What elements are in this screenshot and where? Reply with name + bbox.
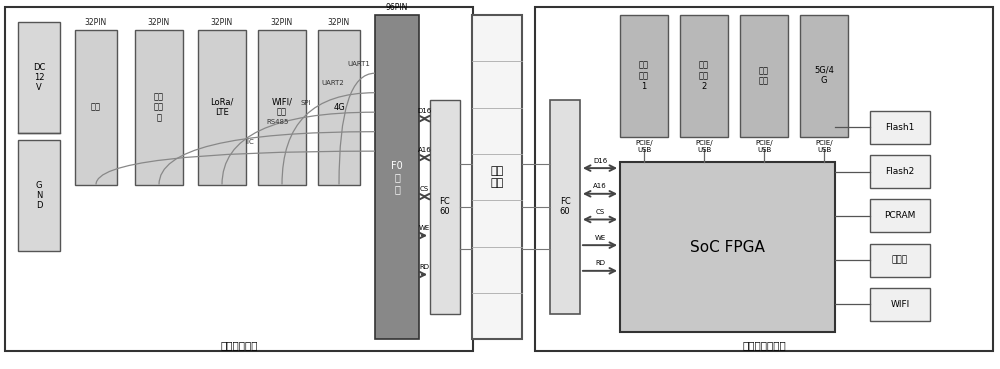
Bar <box>535 7 993 351</box>
Text: WIFI/
蓝牙: WIFI/ 蓝牙 <box>272 97 292 117</box>
Bar <box>740 15 788 137</box>
Text: 5G/4
G: 5G/4 G <box>814 66 834 85</box>
Bar <box>800 15 848 137</box>
Text: PCIE/
USB: PCIE/ USB <box>815 140 833 153</box>
Bar <box>5 7 473 351</box>
Text: 计算
板卡
1: 计算 板卡 1 <box>639 61 649 90</box>
Text: PCRAM: PCRAM <box>884 211 916 220</box>
Text: 32PIN: 32PIN <box>328 18 350 27</box>
Text: RS485: RS485 <box>267 119 289 125</box>
Text: A16: A16 <box>418 147 431 153</box>
Text: FC
60: FC 60 <box>560 197 570 216</box>
Text: FC
60: FC 60 <box>440 197 450 216</box>
Bar <box>550 100 580 314</box>
Bar <box>870 288 930 321</box>
Text: F0
板
卡: F0 板 卡 <box>391 161 403 194</box>
Text: 排线
连接: 排线 连接 <box>490 166 504 188</box>
Text: 计算
板卡
2: 计算 板卡 2 <box>699 61 709 90</box>
Text: 低端终端底板: 低端终端底板 <box>220 340 258 350</box>
Text: WE: WE <box>419 225 430 231</box>
Text: Flash1: Flash1 <box>885 123 915 132</box>
Text: WIFI: WIFI <box>890 300 910 309</box>
Text: G
N
D: G N D <box>36 181 42 210</box>
Bar <box>258 30 306 184</box>
Text: PCIE/
USB: PCIE/ USB <box>635 140 653 153</box>
Bar <box>870 155 930 188</box>
Text: SPI: SPI <box>301 100 311 106</box>
Text: RD: RD <box>420 264 430 270</box>
Text: CS: CS <box>595 209 605 215</box>
Text: LoRa/
LTE: LoRa/ LTE <box>210 97 234 117</box>
Text: D16: D16 <box>593 158 607 164</box>
Bar <box>75 30 117 184</box>
Text: SoC FPGA: SoC FPGA <box>690 240 765 255</box>
Bar <box>620 15 668 137</box>
Text: 32PIN: 32PIN <box>271 18 293 27</box>
Bar <box>135 30 183 184</box>
Text: UART2: UART2 <box>322 80 345 86</box>
Text: Flash2: Flash2 <box>885 167 915 176</box>
Bar <box>18 140 60 251</box>
Bar <box>870 244 930 277</box>
Text: IIC: IIC <box>245 138 254 145</box>
Text: 视频
处理: 视频 处理 <box>759 66 769 85</box>
Text: 32PIN: 32PIN <box>148 18 170 27</box>
Text: 4G: 4G <box>333 103 345 111</box>
Text: 32PIN: 32PIN <box>85 18 107 27</box>
Bar <box>620 162 835 332</box>
Text: 96PIN: 96PIN <box>386 3 408 12</box>
Bar <box>680 15 728 137</box>
Bar <box>18 22 60 133</box>
Bar <box>375 15 419 339</box>
Text: RD: RD <box>595 261 605 266</box>
Bar <box>198 30 246 184</box>
Text: 传感
器组
合: 传感 器组 合 <box>154 92 164 122</box>
Text: 中高端终端底板: 中高端终端底板 <box>742 340 786 350</box>
Text: 电源: 电源 <box>91 103 101 111</box>
Text: 32PIN: 32PIN <box>211 18 233 27</box>
Text: CS: CS <box>420 186 429 192</box>
Text: PCIE/
USB: PCIE/ USB <box>755 140 773 153</box>
Text: DC
12
V: DC 12 V <box>33 63 45 92</box>
Text: WE: WE <box>594 235 606 241</box>
Text: UART1: UART1 <box>347 61 370 66</box>
Bar <box>870 199 930 232</box>
Text: D16: D16 <box>417 108 432 114</box>
Bar <box>870 111 930 144</box>
Bar <box>318 30 360 184</box>
Bar <box>430 100 460 314</box>
Text: 以太网: 以太网 <box>892 256 908 265</box>
Bar <box>472 15 522 339</box>
Text: A16: A16 <box>593 183 607 189</box>
Text: PCIE/
USB: PCIE/ USB <box>695 140 713 153</box>
